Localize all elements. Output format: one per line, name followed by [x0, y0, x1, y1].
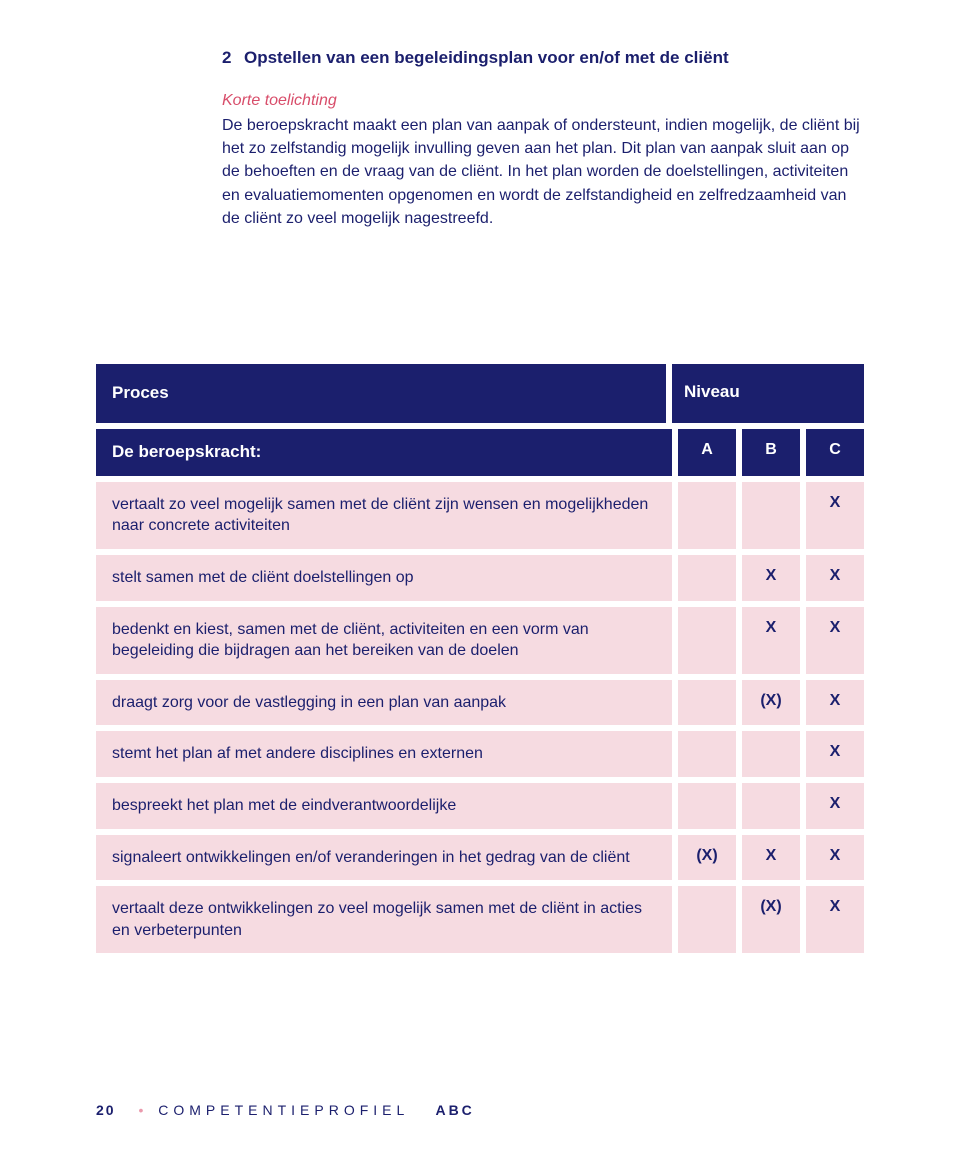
row-description: bespreekt het plan met de eindverantwoor…: [96, 783, 672, 829]
page-number: 20: [96, 1102, 116, 1118]
table-row: stelt samen met de cliënt doelstellingen…: [96, 555, 864, 601]
table-row: signaleert ontwikkelingen en/of verander…: [96, 835, 864, 881]
header-niveau: Niveau: [672, 364, 864, 423]
row-level-b: X: [742, 835, 800, 881]
row-level-c: X: [806, 482, 864, 549]
row-level-a: [678, 482, 736, 549]
row-level-a: [678, 731, 736, 777]
heading-text: Opstellen van een begeleidingsplan voor …: [244, 48, 729, 68]
row-description: vertaalt zo veel mogelijk samen met de c…: [96, 482, 672, 549]
footer-abc: ABC: [435, 1102, 474, 1118]
table-row: bespreekt het plan met de eindverantwoor…: [96, 783, 864, 829]
header-col-b: B: [742, 429, 800, 476]
row-level-b: [742, 783, 800, 829]
row-level-c: X: [806, 607, 864, 674]
row-level-a: (X): [678, 835, 736, 881]
section-heading: 2 Opstellen van een begeleidingsplan voo…: [222, 48, 862, 68]
row-description: signaleert ontwikkelingen en/of verander…: [96, 835, 672, 881]
table-row: draagt zorg voor de vastlegging in een p…: [96, 680, 864, 726]
row-level-b: (X): [742, 886, 800, 953]
footer-word: COMPETENTIEPROFIEL: [158, 1102, 409, 1118]
page-footer: 20 • COMPETENTIEPROFIEL ABC: [96, 1102, 475, 1118]
row-level-c: X: [806, 680, 864, 726]
header-proces: Proces: [96, 364, 666, 423]
row-level-b: X: [742, 607, 800, 674]
row-description: draagt zorg voor de vastlegging in een p…: [96, 680, 672, 726]
row-description: bedenkt en kiest, samen met de cliënt, a…: [96, 607, 672, 674]
header-row-1: Proces Niveau: [96, 364, 864, 423]
row-level-a: [678, 680, 736, 726]
row-description: stemt het plan af met andere disciplines…: [96, 731, 672, 777]
header-row-2: De beroepskracht: A B C: [96, 429, 864, 476]
row-level-c: X: [806, 783, 864, 829]
row-level-a: [678, 886, 736, 953]
competency-table: Proces Niveau De beroepskracht: A B C ve…: [96, 364, 864, 959]
row-level-c: X: [806, 555, 864, 601]
row-description: stelt samen met de cliënt doelstellingen…: [96, 555, 672, 601]
row-level-a: [678, 555, 736, 601]
table-row: vertaalt zo veel mogelijk samen met de c…: [96, 482, 864, 549]
header-col-a: A: [678, 429, 736, 476]
heading-number: 2: [222, 48, 244, 68]
table-row: stemt het plan af met andere disciplines…: [96, 731, 864, 777]
table-row: bedenkt en kiest, samen met de cliënt, a…: [96, 607, 864, 674]
row-level-a: [678, 783, 736, 829]
row-description: vertaalt deze ontwikkelingen zo veel mog…: [96, 886, 672, 953]
row-level-b: (X): [742, 680, 800, 726]
row-level-b: [742, 482, 800, 549]
header-beroepskracht: De beroepskracht:: [96, 429, 672, 476]
intro-paragraph: De beroepskracht maakt een plan van aanp…: [222, 114, 862, 230]
sub-heading: Korte toelichting: [222, 92, 862, 110]
row-level-c: X: [806, 886, 864, 953]
row-level-b: X: [742, 555, 800, 601]
row-level-a: [678, 607, 736, 674]
row-level-c: X: [806, 731, 864, 777]
intro-block: 2 Opstellen van een begeleidingsplan voo…: [222, 48, 862, 230]
footer-bullet-icon: •: [138, 1102, 143, 1118]
header-col-c: C: [806, 429, 864, 476]
table-row: vertaalt deze ontwikkelingen zo veel mog…: [96, 886, 864, 953]
row-level-c: X: [806, 835, 864, 881]
row-level-b: [742, 731, 800, 777]
